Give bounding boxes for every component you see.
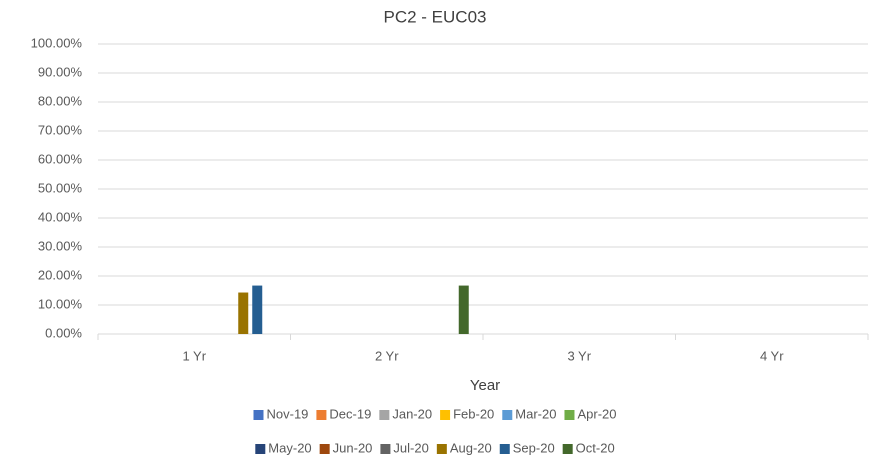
legend-label: Apr-20 [577, 406, 616, 421]
legend-item: Dec-19 [316, 406, 371, 421]
x-axis-title: Year [470, 377, 500, 394]
bar [458, 285, 469, 334]
y-tick-label: 30.00% [38, 238, 83, 253]
y-tick-label: 20.00% [38, 267, 83, 282]
y-tick-label: 40.00% [38, 209, 83, 224]
bar [238, 292, 249, 334]
chart-title: PC2 - EUC03 [384, 7, 487, 26]
legend-swatch [316, 410, 327, 420]
legend-label: Dec-19 [329, 406, 371, 421]
legend-item: Jun-20 [319, 440, 373, 455]
legend-swatch [440, 410, 451, 420]
y-tick-label: 10.00% [38, 296, 83, 311]
legend-label: Feb-20 [453, 406, 494, 421]
bar [252, 285, 263, 334]
legend-item: Sep-20 [499, 440, 555, 455]
legend-item: May-20 [255, 440, 312, 455]
y-tick-label: 60.00% [38, 151, 83, 166]
legend-label: Sep-20 [513, 440, 555, 455]
legend-swatch [319, 444, 330, 454]
legend-swatch [253, 410, 264, 420]
legend-item: Oct-20 [562, 440, 615, 455]
legend-swatch [564, 410, 575, 420]
legend-swatch [436, 444, 447, 454]
legend-label: Mar-20 [515, 406, 556, 421]
legend-swatch [255, 444, 266, 454]
legend-label: Jul-20 [393, 440, 428, 455]
x-tick-label: 4 Yr [760, 348, 784, 363]
y-tick-label: 50.00% [38, 180, 83, 195]
legend-item: Aug-20 [436, 440, 492, 455]
y-tick-label: 100.00% [31, 35, 83, 50]
legend-item: Mar-20 [502, 406, 556, 421]
legend-label: Nov-19 [266, 406, 308, 421]
legend-label: Jun-20 [333, 440, 373, 455]
legend-label: Jan-20 [392, 406, 432, 421]
legend-swatch [379, 410, 390, 420]
legend-label: Oct-20 [576, 440, 615, 455]
x-tick-label: 1 Yr [182, 348, 206, 363]
legend-item: Feb-20 [440, 406, 494, 421]
y-tick-label: 0.00% [45, 325, 82, 340]
legend-item: Jan-20 [379, 406, 432, 421]
legend-label: Aug-20 [450, 440, 492, 455]
legend-swatch [562, 444, 573, 454]
y-tick-label: 90.00% [38, 64, 83, 79]
legend-item: Nov-19 [253, 406, 308, 421]
legend-item: Jul-20 [380, 440, 429, 455]
legend-swatch [499, 444, 510, 454]
x-tick-label: 2 Yr [375, 348, 399, 363]
legend-swatch [380, 444, 391, 454]
y-tick-label: 70.00% [38, 122, 83, 137]
legend-swatch [502, 410, 513, 420]
x-tick-label: 3 Yr [567, 348, 591, 363]
legend-item: Apr-20 [564, 406, 617, 421]
legend-label: May-20 [268, 440, 311, 455]
y-tick-label: 80.00% [38, 93, 83, 108]
